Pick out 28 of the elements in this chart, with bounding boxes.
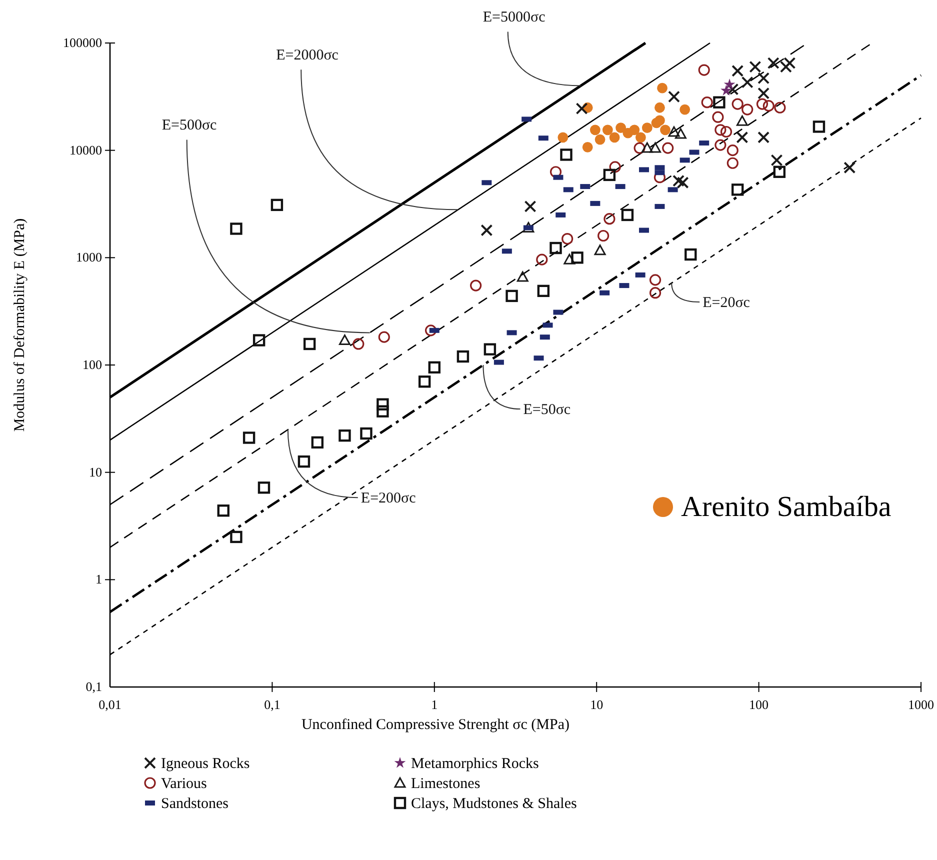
y-tick-label: 1 (96, 572, 102, 587)
x-tick-label: 1000 (908, 697, 934, 712)
annotation: E=500σc (162, 118, 218, 134)
x-tick-label: 10 (590, 697, 604, 712)
annotation: E=5000σc (482, 10, 546, 26)
x-tick-label: 0,1 (264, 697, 280, 712)
legend-label: Arenito Sambaíba (681, 491, 892, 523)
annotation: E=20σc (702, 295, 750, 312)
legend-label: Igneous Rocks (161, 756, 250, 772)
y-tick-label: 1000 (76, 250, 102, 265)
y-tick-label: 0,1 (86, 679, 102, 694)
x-tick-label: 100 (749, 697, 769, 712)
annotation: E=200σc (360, 490, 416, 507)
legend-label: Clays, Mudstones & Shales (411, 796, 577, 812)
y-tick-label: 10 (89, 464, 102, 480)
x-tick-label: 1 (431, 697, 438, 712)
annotation: E=50σc (523, 402, 571, 418)
legend-label: Various (161, 776, 207, 792)
y-tick-label: 100000 (63, 35, 102, 50)
legend-label: Limestones (411, 776, 480, 792)
annotation: E=2000σc (276, 48, 339, 64)
y-tick-label: 100 (82, 357, 102, 372)
x-axis-title: Unconfined Compressive Strenght σc (MPa) (301, 717, 570, 733)
x-tick-label: 0,01 (98, 697, 122, 712)
y-axis-title: Modulus of Deformability E (MPa) (12, 218, 28, 432)
legend-label: Sandstones (161, 796, 229, 812)
legend-label: Metamorphics Rocks (411, 756, 540, 772)
y-tick-label: 10000 (70, 142, 102, 158)
